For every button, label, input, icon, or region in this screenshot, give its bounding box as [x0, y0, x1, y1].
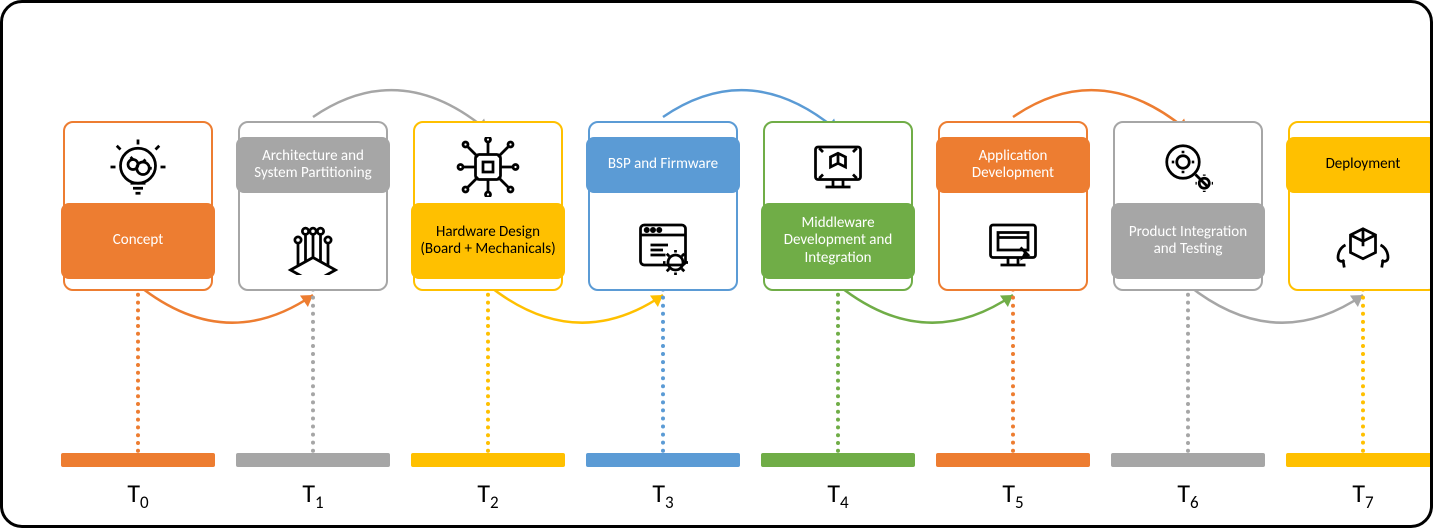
timeline-label-main: T — [652, 477, 665, 509]
timeline-label-main: T — [827, 477, 840, 509]
timeline-label-t4: T4 — [763, 477, 913, 513]
timeline-bar-t0 — [61, 453, 215, 467]
timeline-bar-t3 — [586, 453, 740, 467]
timeline-bar-t6 — [1111, 453, 1265, 467]
stage-label-t0: Concept — [61, 203, 215, 279]
timeline-label-main: T — [1002, 477, 1015, 509]
stage-label-t7: Deployment — [1286, 137, 1433, 193]
timeline-bar-t4 — [761, 453, 915, 467]
timeline-label-main: T — [1177, 477, 1190, 509]
timeline-label-t6: T6 — [1113, 477, 1263, 513]
stage-connector-t6 — [1186, 285, 1190, 453]
appmonitor-icon — [978, 215, 1048, 275]
timeline-label-t3: T3 — [588, 477, 738, 513]
timeline-label-sub: 0 — [140, 492, 149, 513]
timeline-label-sub: 7 — [1365, 492, 1374, 513]
magnifier-icon — [1153, 137, 1223, 197]
circuit-icon — [278, 215, 348, 275]
timeline-label-t0: T0 — [63, 477, 213, 513]
stage-label-t5: Application Development — [936, 137, 1090, 193]
timeline-label-sub: 6 — [1190, 492, 1199, 513]
stage-connector-t0 — [136, 285, 140, 453]
timeline-label-sub: 2 — [490, 492, 499, 513]
timeline-label-t2: T2 — [413, 477, 563, 513]
boxmonitor-icon — [803, 137, 873, 197]
stage-label-t4: Middleware Development and Integration — [761, 203, 915, 279]
timeline-bar-t1 — [236, 453, 390, 467]
timeline-label-main: T — [302, 477, 315, 509]
timeline-bar-t7 — [1286, 453, 1433, 467]
timeline-bar-t2 — [411, 453, 565, 467]
stage-label-t6: Product Integration and Testing — [1111, 203, 1265, 279]
stage-label-t1: Architecture and System Partitioning — [236, 137, 390, 193]
timeline-label-main: T — [127, 477, 140, 509]
timeline-label-sub: 5 — [1015, 492, 1024, 513]
timeline-label-t5: T5 — [938, 477, 1088, 513]
stage-connector-t2 — [486, 285, 490, 453]
timeline-label-t7: T7 — [1288, 477, 1433, 513]
timeline-bar-t5 — [936, 453, 1090, 467]
timeline-label-t1: T1 — [238, 477, 388, 513]
codegear-icon — [628, 215, 698, 275]
timeline-label-sub: 4 — [840, 492, 849, 513]
deploy-icon — [1328, 215, 1398, 275]
stage-label-t2: Hardware Design (Board + Mechanicals) — [411, 203, 565, 279]
bulb-icon — [103, 137, 173, 197]
stage-connector-t4 — [836, 285, 840, 453]
diagram-frame: ConceptT0Architecture and System Partiti… — [0, 0, 1433, 528]
timeline-label-main: T — [477, 477, 490, 509]
timeline-label-main: T — [1352, 477, 1365, 509]
chip-icon — [453, 137, 523, 197]
timeline-label-sub: 1 — [315, 492, 324, 513]
stage-label-t3: BSP and Firmware — [586, 137, 740, 193]
timeline-label-sub: 3 — [665, 492, 674, 513]
